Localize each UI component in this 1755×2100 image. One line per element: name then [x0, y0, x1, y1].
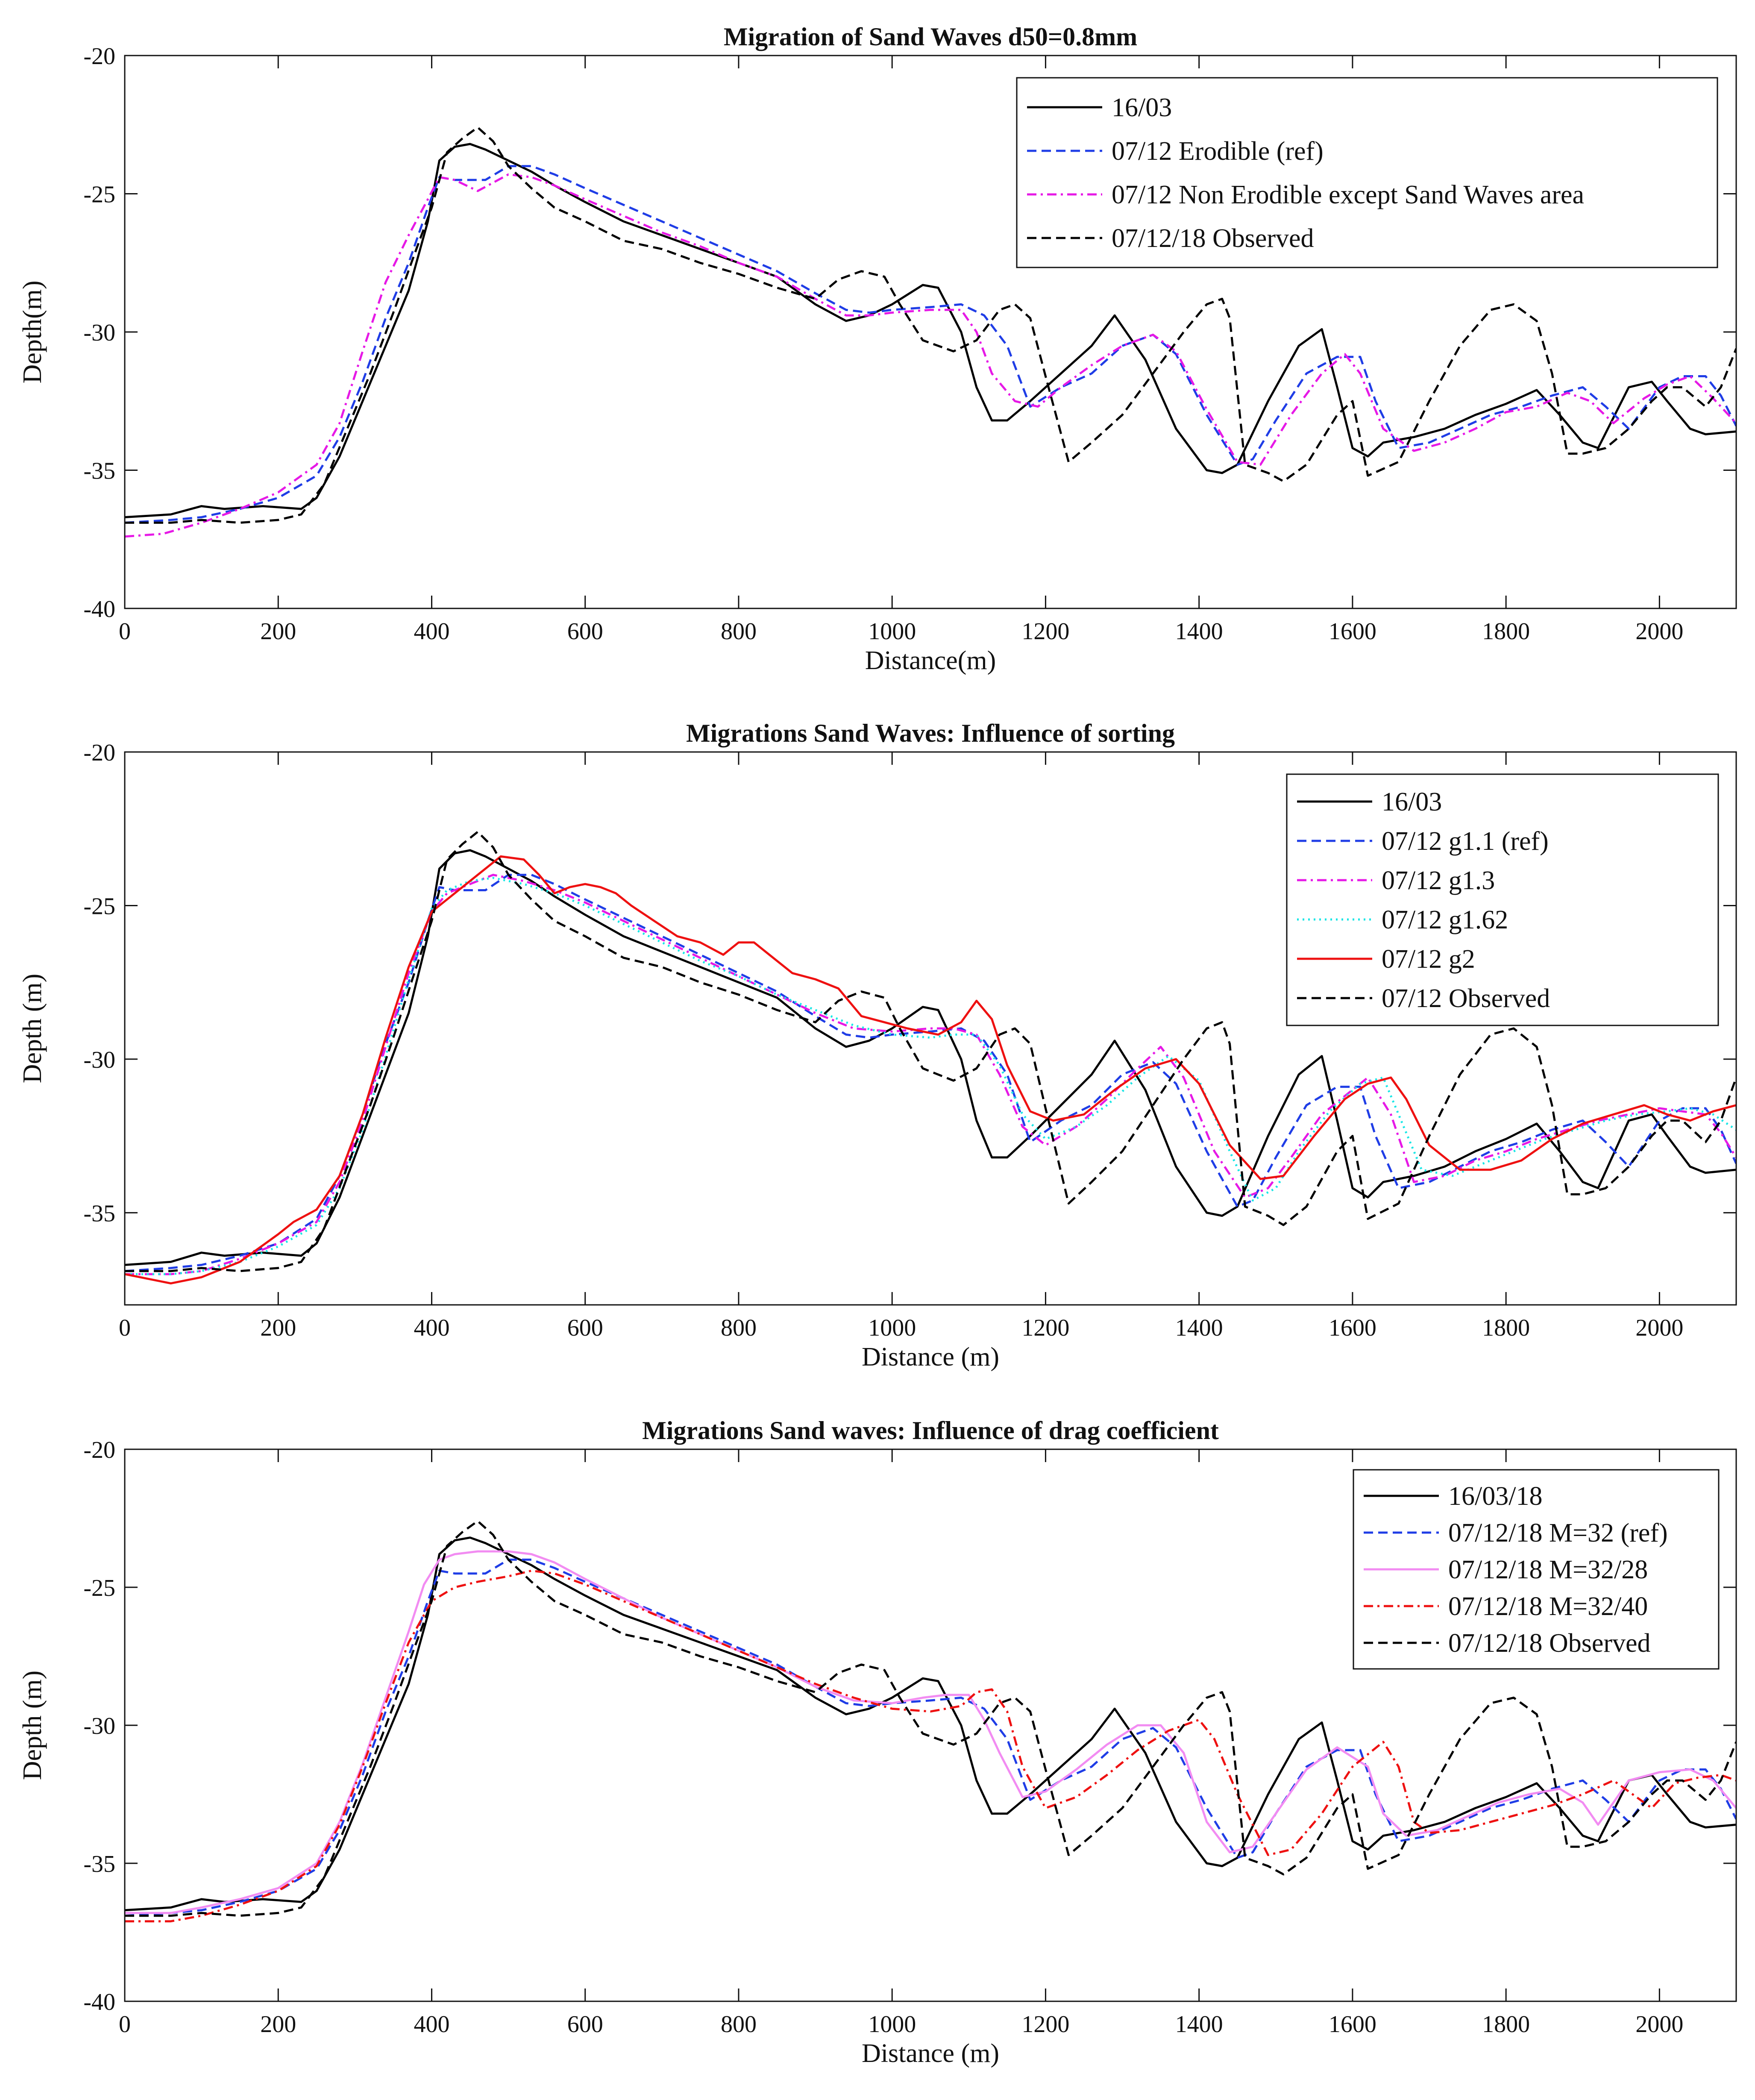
x-tick-label: 1400 [1175, 618, 1223, 645]
x-tick-label: 1000 [868, 618, 916, 645]
x-tick-label: 1800 [1482, 2011, 1530, 2038]
x-tick-label: 400 [414, 618, 449, 645]
x-tick-label: 800 [721, 2011, 757, 2038]
chart-title: Migration of Sand Waves d50=0.8mm [724, 23, 1137, 51]
y-tick-label: -35 [83, 1851, 115, 1877]
y-tick-label: -30 [83, 320, 115, 346]
legend-box [1286, 773, 1719, 1026]
x-tick-label: 600 [567, 618, 603, 645]
x-tick-label: 600 [567, 2011, 603, 2038]
x-axis-label: Distance (m) [862, 2039, 999, 2068]
y-tick-label: -40 [83, 596, 115, 623]
x-axis-label: Distance(m) [865, 646, 996, 675]
series-line-3 [125, 1550, 1736, 1914]
x-tick-label: 1600 [1329, 1315, 1376, 1341]
legend-label: 16/03 [1382, 787, 1442, 817]
legend-label: 07/12/18 Observed [1112, 224, 1314, 253]
series-line-4 [125, 877, 1736, 1275]
x-tick-label: 200 [260, 1315, 296, 1341]
x-tick-label: 800 [721, 1315, 757, 1341]
x-axis-label: Distance (m) [862, 1342, 999, 1372]
x-tick-label: 1600 [1329, 2011, 1376, 2038]
legend-label: 16/03 [1112, 93, 1172, 122]
x-tick-label: 200 [260, 618, 296, 645]
y-tick-label: -30 [83, 1047, 115, 1073]
legend-label: 07/12/18 M=32 (ref) [1448, 1518, 1668, 1548]
legend-label: 07/12 Non Erodible except Sand Waves are… [1112, 180, 1584, 209]
x-tick-label: 1200 [1021, 2011, 1069, 2038]
legend-label: 07/12 g1.1 (ref) [1382, 827, 1549, 856]
series-line-1 [125, 143, 1736, 518]
legend: 16/03/18 07/12/18 M=32 (ref) 07/12/18 M=32… [1353, 1469, 1720, 1670]
x-tick-label: 400 [414, 1315, 449, 1341]
chart-panel-2: Migrations Sand Waves: Influence of sort… [18, 719, 1737, 1372]
x-tick-label: 1000 [868, 2011, 916, 2038]
series-line-2 [125, 1558, 1736, 1917]
x-tick-label: 2000 [1635, 618, 1683, 645]
series-line-2 [125, 165, 1736, 524]
chart-title: Migrations Sand waves: Influence of drag… [642, 1416, 1219, 1445]
y-tick-label: -20 [83, 1437, 115, 1463]
x-tick-label: 1600 [1329, 618, 1376, 645]
chart-panel-3: Migrations Sand waves: Influence of drag… [18, 1416, 1737, 2068]
legend-label: 07/12 g1.3 [1382, 866, 1495, 895]
series-line-3 [125, 874, 1736, 1275]
series-line-1 [125, 849, 1736, 1266]
legend-label: 07/12/18 Observed [1448, 1629, 1651, 1658]
x-tick-label: 1000 [868, 1315, 916, 1341]
legend: 16/03 07/12 Erodible (ref) 07/12 Non Erodi… [1016, 77, 1718, 268]
legend-label: 07/12 g2 [1382, 945, 1475, 974]
x-tick-label: 1200 [1021, 1315, 1069, 1341]
y-tick-label: -25 [83, 182, 115, 208]
x-tick-label: 0 [119, 1315, 131, 1341]
y-axis-label: Depth (m) [18, 974, 47, 1084]
x-tick-label: 2000 [1635, 1315, 1683, 1341]
legend: 16/03 07/12 g1.1 (ref) 07/12 g1.3 07/12 g1.… [1286, 773, 1719, 1026]
y-axis-label: Depth (m) [18, 1671, 47, 1780]
y-tick-label: -30 [83, 1713, 115, 1739]
x-tick-label: 2000 [1635, 2011, 1683, 2038]
legend-label: 16/03/18 [1448, 1482, 1542, 1511]
chart-title: Migrations Sand Waves: Influence of sort… [686, 719, 1175, 747]
series-line-4 [125, 126, 1736, 524]
series-line-5 [125, 1520, 1736, 1917]
x-tick-label: 1800 [1482, 618, 1530, 645]
legend-label: 07/12/18 M=32/28 [1448, 1555, 1648, 1584]
x-tick-label: 0 [119, 2011, 131, 2038]
y-tick-label: -25 [83, 1575, 115, 1601]
chart-panel-1: Migration of Sand Waves d50=0.8mm 0 200 400… [18, 23, 1737, 675]
legend-box [1016, 77, 1718, 268]
x-tick-label: 1800 [1482, 1315, 1530, 1341]
y-tick-label: -20 [83, 740, 115, 766]
x-tick-label: 1200 [1021, 618, 1069, 645]
x-tick-label: 800 [721, 618, 757, 645]
series-line-6 [125, 831, 1736, 1272]
y-tick-label: -35 [83, 1200, 115, 1227]
x-tick-label: 600 [567, 1315, 603, 1341]
series-line-3 [125, 173, 1736, 538]
x-tick-label: 1400 [1175, 2011, 1223, 2038]
legend-label: 07/12 Observed [1382, 984, 1550, 1013]
y-tick-label: -35 [83, 458, 115, 485]
x-tick-label: 1400 [1175, 1315, 1223, 1341]
y-axis-label: Depth(m) [18, 280, 47, 383]
y-tick-label: -25 [83, 893, 115, 919]
legend-label: 07/12/18 M=32/40 [1448, 1592, 1648, 1621]
y-tick-label: -20 [83, 43, 115, 70]
x-tick-label: 400 [414, 2011, 449, 2038]
series-line-1 [125, 1536, 1736, 1912]
legend-label: 07/12 Erodible (ref) [1112, 137, 1324, 166]
y-tick-label: -40 [83, 1989, 115, 2015]
x-tick-label: 200 [260, 2011, 296, 2038]
series-line-4 [125, 1569, 1736, 1923]
axes-box [124, 751, 1737, 1306]
x-tick-label: 0 [119, 618, 131, 645]
legend-label: 07/12 g1.62 [1382, 905, 1508, 934]
